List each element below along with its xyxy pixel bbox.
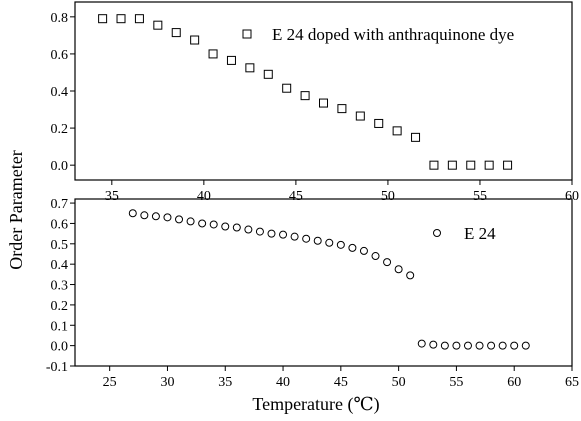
top-y-tick-label: 0.6: [51, 48, 69, 63]
data-point-square: [429, 160, 439, 170]
data-point-circle: [394, 265, 403, 274]
bottom-y-tick-label: 0.2: [51, 299, 69, 314]
top-x-tick-label: 60: [565, 189, 579, 204]
data-point-square: [208, 49, 218, 59]
bottom-plot-frame: [74, 198, 573, 367]
data-point-square: [411, 132, 421, 142]
bottom-x-tick-label: 50: [392, 375, 406, 390]
data-point-square: [374, 118, 384, 128]
bottom-x-tick-label: 45: [334, 375, 348, 390]
data-point-square: [447, 160, 457, 170]
bottom-y-tick-label: -0.1: [46, 360, 68, 375]
data-point-circle: [429, 340, 438, 349]
data-point-square: [245, 63, 255, 73]
data-point-circle: [325, 238, 334, 247]
data-point-circle: [232, 223, 241, 232]
data-point-circle: [371, 252, 380, 261]
data-point-circle: [510, 341, 519, 350]
data-point-circle: [209, 220, 218, 229]
data-point-circle: [267, 229, 276, 238]
bottom-x-tick-label: 25: [103, 375, 117, 390]
data-point-circle: [128, 209, 137, 218]
bottom-y-tick-label: 0.3: [51, 279, 69, 294]
bottom-x-tick-label: 40: [276, 375, 290, 390]
data-point-circle: [487, 341, 496, 350]
top-x-tick-label: 40: [197, 189, 211, 204]
data-point-circle: [140, 211, 149, 220]
top-legend-label: E 24 doped with anthraquinone dye: [272, 25, 514, 44]
data-point-circle: [417, 339, 426, 348]
data-point-circle: [151, 212, 160, 221]
data-point-circle: [198, 219, 207, 228]
top-x-tick-label: 35: [105, 189, 119, 204]
data-point-circle: [221, 222, 230, 231]
data-point-square: [116, 14, 126, 24]
data-point-square: [98, 14, 108, 24]
data-point-square: [171, 28, 181, 38]
data-point-circle: [521, 341, 530, 350]
data-point-circle: [463, 341, 472, 350]
data-point-square: [300, 91, 310, 101]
data-point-circle: [336, 240, 345, 249]
data-point-circle: [406, 271, 415, 280]
top-y-tick-label: 0.4: [51, 85, 69, 100]
top-panel: 35 40 45 50 55 60 0.0 0.2 0.4 0.6 0.8 E 24 doped wi…: [51, 1, 579, 204]
bottom-x-tick-label: 55: [449, 375, 463, 390]
data-point-square: [392, 126, 402, 136]
data-point-square: [226, 55, 236, 65]
data-point-circle: [348, 243, 357, 252]
bottom-y-tick-label: 0.1: [51, 319, 69, 334]
top-x-tick-label: 45: [289, 189, 303, 204]
bottom-x-tick-label: 65: [565, 375, 579, 390]
x-axis-title: Temperature (℃): [252, 394, 379, 415]
bottom-y-tick-label: 0.7: [51, 197, 69, 212]
data-point-square: [134, 14, 144, 24]
legend-marker-circle: [433, 229, 441, 237]
data-point-circle: [452, 341, 461, 350]
top-x-tick-label: 50: [381, 189, 395, 204]
data-point-circle: [290, 232, 299, 241]
data-point-circle: [186, 217, 195, 226]
data-point-circle: [475, 341, 484, 350]
data-point-circle: [175, 215, 184, 224]
data-point-circle: [440, 341, 449, 350]
bottom-y-tick-label: 0.6: [51, 217, 69, 232]
bottom-x-tick-label: 30: [160, 375, 174, 390]
bottom-legend-label: E 24: [464, 224, 496, 243]
top-y-tick-label: 0.0: [51, 159, 69, 174]
data-point-square: [466, 160, 476, 170]
data-point-circle: [498, 341, 507, 350]
data-point-circle: [279, 230, 288, 239]
data-point-square: [190, 35, 200, 45]
bottom-panel: 25 30 35 40 45 50 55 60 65 -0.1 0.0 0.1 0.2 0.3 0.4 0.5…: [46, 197, 579, 390]
top-x-tick-label: 55: [473, 189, 487, 204]
data-point-square: [263, 69, 273, 79]
data-point-square: [282, 83, 292, 93]
data-point-square: [337, 104, 347, 114]
bottom-y-tick-label: 0.4: [51, 258, 69, 273]
bottom-x-tick-label: 35: [218, 375, 232, 390]
data-point-circle: [163, 213, 172, 222]
top-y-tick-label: 0.2: [51, 122, 69, 137]
bottom-y-tick-label: 0.5: [51, 238, 69, 253]
data-point-circle: [302, 234, 311, 243]
data-point-circle: [244, 225, 253, 234]
data-point-circle: [255, 227, 264, 236]
data-point-circle: [383, 258, 392, 267]
y-axis-title: Order Parameter: [6, 150, 26, 269]
bottom-x-tick-label: 60: [507, 375, 521, 390]
data-point-circle: [359, 246, 368, 255]
data-point-square: [153, 20, 163, 30]
data-point-square: [503, 160, 513, 170]
data-point-circle: [313, 236, 322, 245]
data-point-square: [484, 160, 494, 170]
legend-marker-square: [242, 29, 252, 39]
data-point-square: [355, 111, 365, 121]
top-y-tick-label: 0.8: [51, 11, 69, 26]
data-point-square: [319, 98, 328, 108]
bottom-y-tick-label: 0.0: [51, 340, 69, 355]
